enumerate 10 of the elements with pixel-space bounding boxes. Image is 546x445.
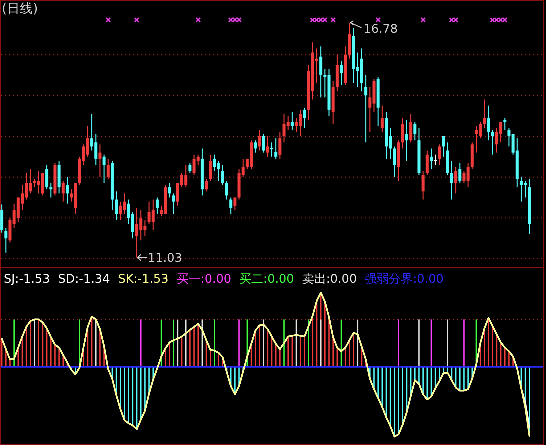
annotation: 11.03 <box>148 250 182 265</box>
text: 买一:0.00 <box>176 272 232 286</box>
text: SJ:-1.53 <box>4 272 50 286</box>
text: SD:-1.34 <box>58 272 110 286</box>
text: 卖出:0.00 <box>302 272 358 286</box>
text: SK:-1.53 <box>118 272 169 286</box>
annotation: 16.78 <box>364 22 398 36</box>
text: 买二:0.00 <box>240 272 294 286</box>
chart-title: (日线) <box>2 2 38 17</box>
ref-line-label: 强弱分界:0.00 <box>365 272 444 286</box>
